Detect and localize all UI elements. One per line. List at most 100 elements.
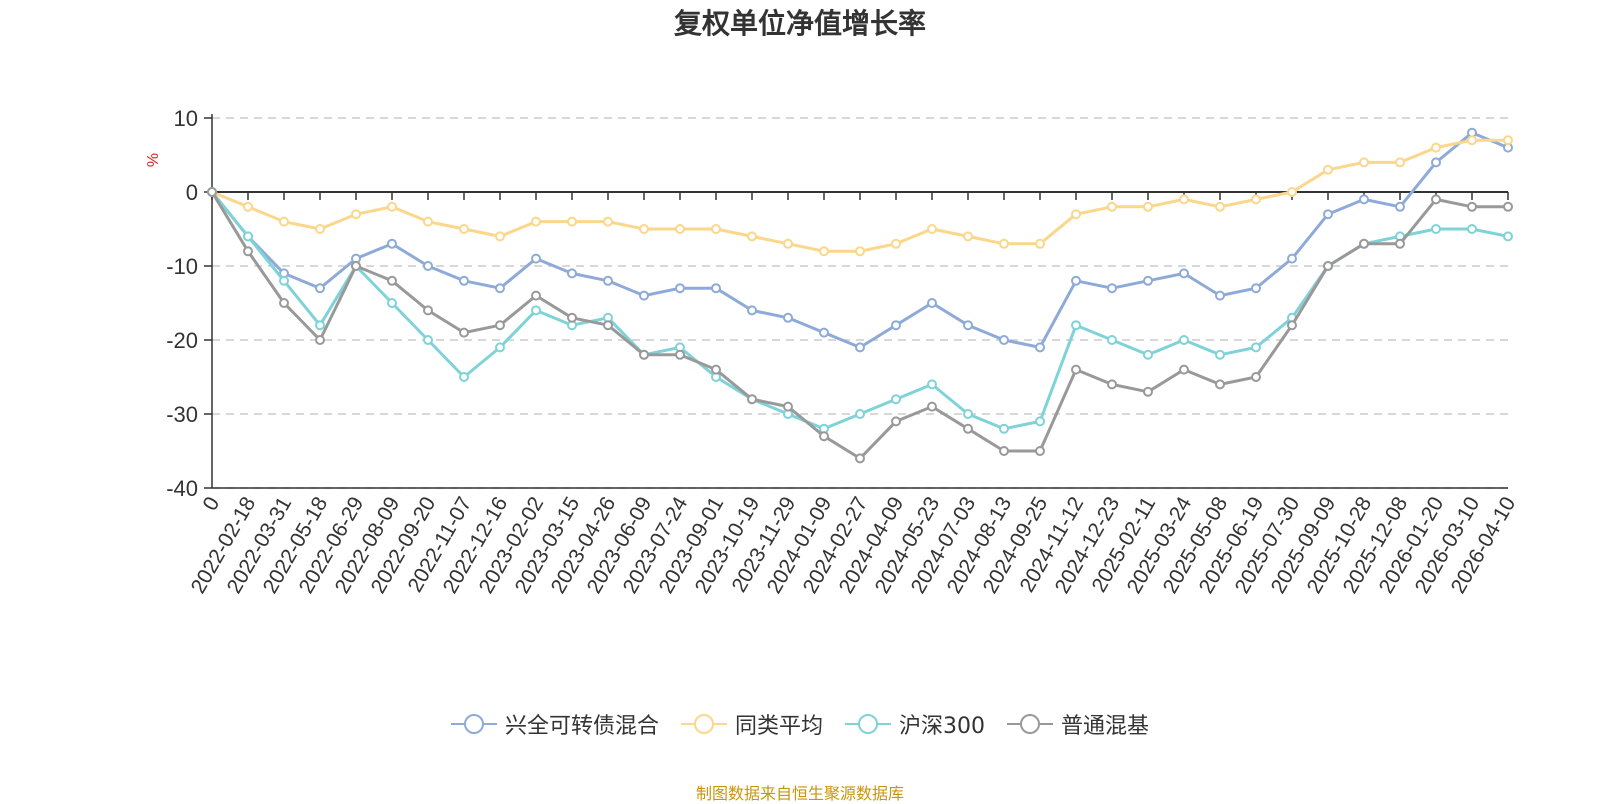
- data-point: [315, 283, 325, 294]
- data-point: [495, 283, 505, 294]
- data-point: [603, 320, 613, 331]
- data-point: [1467, 135, 1477, 146]
- y-tick-label: -10: [166, 254, 198, 279]
- data-point: [927, 224, 937, 234]
- data-point: [1503, 135, 1513, 146]
- data-point: [855, 453, 865, 464]
- data-point: [1395, 201, 1405, 212]
- data-point: [531, 253, 541, 264]
- data-point: [675, 283, 685, 294]
- data-point: [927, 298, 937, 308]
- data-point: [1179, 364, 1189, 375]
- data-point: [1107, 283, 1117, 294]
- data-point: [459, 327, 469, 338]
- data-point: [1287, 253, 1297, 264]
- data-point: [1359, 157, 1369, 168]
- data-point: [387, 275, 397, 286]
- data-point: [1215, 379, 1225, 390]
- legend-item[interactable]: 同类平均: [680, 708, 823, 740]
- legend-label: 普通混基: [1061, 714, 1150, 739]
- data-point: [495, 342, 505, 353]
- data-point: [1071, 209, 1081, 220]
- data-point: [783, 312, 793, 323]
- data-point: [1503, 231, 1513, 242]
- data-point: [315, 224, 325, 234]
- data-point: [1071, 364, 1081, 375]
- legend-item[interactable]: 沪深300: [845, 708, 985, 740]
- data-point: [891, 320, 901, 331]
- data-point: [1359, 194, 1369, 205]
- data-point: [1467, 201, 1477, 212]
- data-point: [711, 224, 721, 234]
- data-point: [1215, 290, 1225, 301]
- data-point: [1071, 320, 1081, 331]
- data-point: [423, 335, 433, 345]
- data-point: [963, 231, 973, 242]
- data-point: [1035, 342, 1045, 353]
- data-point: [747, 305, 757, 316]
- data-point: [783, 238, 793, 249]
- data-point: [531, 216, 541, 227]
- data-point: [1503, 201, 1513, 212]
- legend-item[interactable]: 普通混基: [1007, 708, 1149, 740]
- data-point: [711, 283, 721, 294]
- data-point: [639, 224, 649, 234]
- data-point: [279, 216, 289, 227]
- x-tick-label: 0: [199, 493, 225, 515]
- data-point: [423, 261, 433, 271]
- data-point: [567, 268, 577, 279]
- legend-item[interactable]: 兴全可转债混合: [450, 708, 659, 740]
- data-point: [963, 423, 973, 434]
- data-point: [819, 327, 829, 338]
- data-point: [675, 224, 685, 234]
- data-point: [963, 409, 973, 419]
- data-point: [1431, 142, 1441, 153]
- data-point: [387, 238, 397, 249]
- data-point: [1143, 201, 1153, 212]
- data-point: [279, 275, 289, 286]
- data-point: [999, 446, 1009, 456]
- data-point: [1179, 194, 1189, 205]
- data-point: [1359, 238, 1369, 249]
- data-point: [855, 342, 865, 353]
- data-point: [891, 238, 901, 249]
- data-point: [531, 305, 541, 316]
- data-point: [1035, 416, 1045, 427]
- data-point: [1467, 224, 1477, 234]
- source-note: 制图数据来自恒生聚源数据库: [695, 784, 904, 803]
- data-point: [747, 394, 757, 405]
- data-point: [315, 320, 325, 331]
- data-point: [1323, 209, 1333, 220]
- data-point: [567, 312, 577, 323]
- data-point: [243, 201, 253, 212]
- data-point: [1107, 379, 1117, 390]
- data-point: [1071, 275, 1081, 286]
- data-point: [1251, 194, 1261, 205]
- series-3: [207, 187, 1513, 464]
- y-tick-label: -30: [166, 402, 198, 427]
- data-point: [603, 216, 613, 227]
- data-point: [1179, 335, 1189, 345]
- data-point: [1035, 446, 1045, 456]
- data-point: [927, 401, 937, 412]
- legend-label: 沪深300: [899, 714, 985, 739]
- data-point: [1287, 187, 1297, 197]
- data-point: [1215, 201, 1225, 212]
- legend-swatch-icon: [845, 714, 891, 734]
- data-point: [639, 290, 649, 301]
- series-line: [210, 191, 1509, 431]
- data-point: [1323, 164, 1333, 175]
- legend-swatch-icon: [1007, 714, 1053, 734]
- data-point: [243, 231, 253, 242]
- legend-swatch-icon: [680, 714, 727, 734]
- data-point: [1215, 349, 1225, 360]
- data-point: [1431, 157, 1441, 168]
- data-point: [423, 305, 433, 316]
- data-point: [567, 216, 577, 227]
- y-axis-unit-label: %: [145, 153, 162, 167]
- legend-swatch-icon: [450, 714, 497, 734]
- data-point: [639, 349, 649, 360]
- data-point: [675, 349, 685, 360]
- legend-label: 兴全可转债混合: [504, 714, 659, 739]
- data-point: [1179, 268, 1189, 279]
